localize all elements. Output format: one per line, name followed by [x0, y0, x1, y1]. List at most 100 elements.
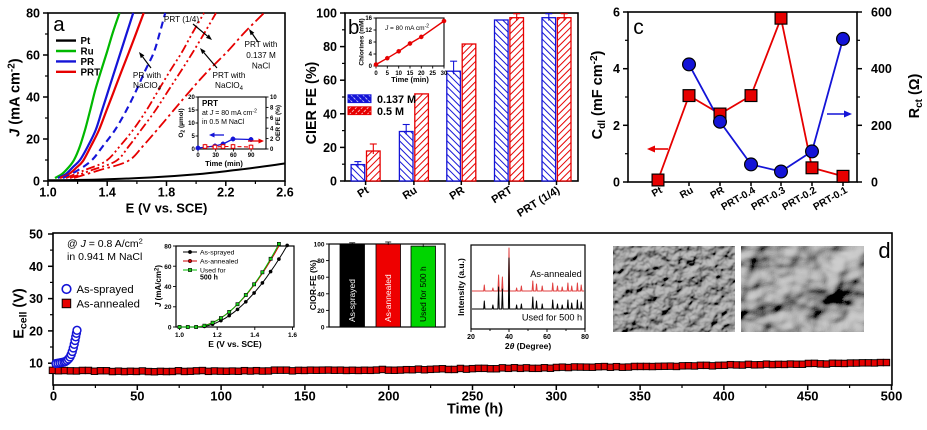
svg-text:As-annealed: As-annealed	[200, 259, 238, 266]
svg-text:0: 0	[191, 147, 195, 153]
svg-text:ClOR-FE (%): ClOR-FE (%)	[308, 260, 318, 311]
svg-text:10: 10	[188, 121, 195, 127]
svg-text:0: 0	[374, 71, 378, 77]
svg-text:40: 40	[26, 91, 40, 105]
svg-text:10: 10	[29, 357, 43, 371]
svg-text:0: 0	[871, 176, 878, 190]
svg-text:PRT with: PRT with	[245, 40, 278, 49]
svg-text:As-sprayed: As-sprayed	[200, 250, 235, 257]
svg-text:250: 250	[462, 388, 484, 403]
svg-text:20: 20	[188, 95, 195, 101]
svg-text:450: 450	[797, 388, 819, 403]
svg-text:200: 200	[378, 388, 400, 403]
svg-text:Used for 500 h: Used for 500 h	[418, 266, 428, 322]
svg-text:80: 80	[323, 40, 337, 54]
svg-text:Chlorines (mM): Chlorines (mM)	[359, 18, 366, 65]
svg-text:O2 (µmol): O2 (µmol)	[178, 108, 187, 137]
svg-text:4: 4	[270, 126, 274, 132]
svg-text:in 0.941 M NaCl: in 0.941 M NaCl	[67, 251, 142, 263]
svg-text:@ J = 0.8 A/cm2: @ J = 0.8 A/cm2	[67, 237, 143, 251]
svg-text:150: 150	[294, 388, 316, 403]
svg-text:10: 10	[270, 95, 277, 101]
svg-text:0.137 M: 0.137 M	[377, 94, 416, 106]
svg-text:60: 60	[323, 74, 337, 88]
svg-text:0: 0	[613, 176, 620, 190]
svg-text:20: 20	[418, 71, 425, 77]
svg-text:15: 15	[407, 71, 414, 77]
svg-text:NaCl: NaCl	[252, 62, 270, 71]
svg-text:40: 40	[29, 260, 43, 274]
svg-text:PRT: PRT	[81, 67, 101, 78]
svg-text:d: d	[878, 238, 890, 263]
svg-text:2.2: 2.2	[217, 186, 234, 200]
svg-text:2θ (Degree): 2θ (Degree)	[505, 341, 551, 351]
svg-text:1.4: 1.4	[250, 332, 259, 339]
svg-text:80: 80	[317, 258, 325, 265]
svg-text:0: 0	[168, 325, 172, 332]
svg-text:J (mA cm-2): J (mA cm-2)	[7, 58, 24, 137]
svg-text:40: 40	[505, 334, 513, 341]
svg-text:30: 30	[29, 292, 43, 306]
svg-text:5: 5	[191, 134, 195, 140]
svg-text:NaClO4: NaClO4	[133, 81, 162, 92]
svg-text:2: 2	[613, 119, 620, 133]
svg-text:40: 40	[317, 291, 325, 298]
svg-text:15: 15	[188, 108, 195, 114]
svg-text:0: 0	[369, 64, 373, 70]
svg-text:As-annealed: As-annealed	[77, 299, 140, 311]
svg-text:300: 300	[545, 388, 567, 403]
svg-text:0: 0	[330, 175, 337, 189]
svg-text:8: 8	[270, 106, 274, 112]
svg-text:E (V vs. SCE): E (V vs. SCE)	[126, 201, 208, 216]
svg-text:50: 50	[29, 228, 43, 242]
svg-text:10: 10	[395, 71, 402, 77]
svg-text:0: 0	[50, 388, 57, 403]
svg-text:Ru: Ru	[81, 47, 94, 58]
svg-text:As-sprayed: As-sprayed	[347, 279, 357, 322]
svg-text:30: 30	[441, 71, 448, 77]
svg-text:at J = 80 mA cm-2: at J = 80 mA cm-2	[202, 109, 257, 118]
svg-text:in 0.5 M NaCl: in 0.5 M NaCl	[202, 119, 245, 126]
svg-text:0: 0	[321, 325, 325, 332]
svg-text:60: 60	[26, 49, 40, 63]
svg-text:NaClO4: NaClO4	[215, 81, 244, 92]
svg-text:c: c	[633, 16, 644, 39]
svg-text:20: 20	[26, 133, 40, 147]
svg-text:8: 8	[369, 40, 373, 46]
svg-text:16: 16	[365, 16, 372, 22]
svg-text:As-sprayed: As-sprayed	[77, 284, 134, 296]
svg-text:0: 0	[270, 147, 274, 153]
svg-text:60: 60	[230, 153, 237, 159]
svg-text:Cdl (mF cm-2): Cdl (mF cm-2)	[589, 50, 608, 139]
svg-text:1.4: 1.4	[99, 186, 116, 200]
svg-text:6: 6	[613, 6, 620, 20]
svg-text:2.6: 2.6	[276, 186, 293, 200]
svg-text:PR with: PR with	[133, 71, 162, 80]
svg-text:30: 30	[212, 153, 219, 159]
svg-text:a: a	[53, 13, 65, 36]
svg-text:Time (h): Time (h)	[447, 402, 503, 418]
svg-text:1.8: 1.8	[158, 186, 175, 200]
svg-text:1.0: 1.0	[175, 332, 184, 339]
svg-text:80: 80	[26, 7, 40, 21]
svg-text:1.6: 1.6	[288, 332, 297, 339]
svg-text:0: 0	[196, 153, 200, 159]
svg-text:600: 600	[871, 6, 892, 20]
svg-text:12: 12	[365, 28, 372, 34]
svg-text:2: 2	[270, 137, 274, 143]
svg-text:1.0: 1.0	[39, 186, 56, 200]
svg-text:PR: PR	[81, 57, 95, 68]
svg-text:200: 200	[871, 119, 892, 133]
svg-text:60: 60	[317, 275, 325, 282]
svg-text:400: 400	[713, 388, 735, 403]
svg-text:As-annealed: As-annealed	[383, 274, 393, 322]
svg-text:500 h: 500 h	[200, 275, 218, 282]
svg-text:Time (min): Time (min)	[205, 159, 243, 168]
svg-text:CIER FE (%): CIER FE (%)	[304, 61, 320, 144]
svg-text:J (mA/cm2): J (mA/cm2)	[154, 265, 163, 307]
svg-text:350: 350	[629, 388, 651, 403]
svg-text:4: 4	[613, 62, 620, 76]
svg-text:5: 5	[386, 71, 390, 77]
svg-text:50: 50	[130, 388, 144, 403]
svg-text:25: 25	[429, 71, 436, 77]
